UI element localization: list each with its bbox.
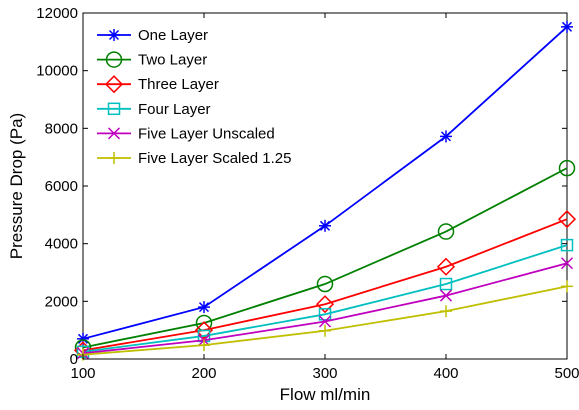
point-3-2 (318, 308, 332, 321)
point-4-2 (318, 315, 332, 328)
y-tick-label-2: 4000 (45, 236, 78, 253)
x-tick-label-2: 300 (312, 365, 337, 382)
point-0-3 (440, 130, 452, 143)
point-0-1 (198, 301, 210, 314)
point-5-2 (319, 324, 331, 337)
series-line-3 (82, 244, 568, 353)
legend-label-0: One Layer (138, 27, 208, 44)
point-4-3 (439, 289, 453, 302)
x-tick-label-0: 100 (70, 365, 95, 382)
y-tick-label-1: 2000 (45, 293, 78, 310)
point-1-3 (437, 223, 455, 240)
series-line-2 (82, 218, 568, 352)
legend-marker-2 (104, 75, 124, 94)
point-2-3 (436, 257, 456, 276)
x-tick-label-4: 500 (554, 365, 579, 382)
legend-item-4: Five Layer Unscaled (97, 125, 275, 142)
plot-area (82, 12, 568, 360)
point-0-2 (319, 219, 331, 232)
legend-item-3: Four Layer (97, 101, 211, 118)
ticks-layer: 100 200 300 400 500 0 2000 4000 6000 8000 10000 120… (36, 5, 579, 382)
point-1-4 (558, 159, 576, 177)
x-axis-label: Flow ml/min (280, 385, 371, 404)
series-line-1 (82, 167, 568, 349)
y-tick-label-5: 10000 (36, 63, 78, 80)
point-0-4 (561, 20, 573, 33)
point-5-3 (440, 305, 452, 318)
legend-marker-5 (108, 152, 120, 164)
legend-label-2: Three Layer (138, 76, 219, 93)
legend-marker-0 (108, 29, 120, 41)
y-tick-label-0: 0 (70, 351, 78, 368)
x-tick-label-3: 400 (433, 365, 458, 382)
point-2-4 (557, 210, 577, 229)
y-tick-label-3: 6000 (45, 178, 78, 195)
legend-item-0: One Layer (97, 27, 208, 44)
point-1-2 (316, 275, 334, 293)
point-3-4 (560, 238, 574, 252)
legend-label-4: Five Layer Unscaled (138, 125, 275, 142)
point-3-3 (439, 277, 453, 291)
point-2-2 (315, 295, 335, 314)
y-axis-label: Pressure Drop (Pa) (7, 113, 26, 259)
legend-label-5: Five Layer Scaled 1.25 (138, 150, 291, 167)
point-0-0 (77, 332, 89, 345)
y-tick-label-6: 12000 (36, 5, 78, 22)
legend-label-3: Four Layer (138, 101, 211, 118)
point-5-4 (561, 280, 573, 293)
point-4-4 (560, 257, 574, 270)
legend-item-1: Two Layer (97, 51, 207, 69)
legend-marker-1 (105, 51, 123, 68)
point-2-1 (194, 321, 214, 340)
x-tick-label-1: 200 (191, 365, 216, 382)
series-layer (73, 20, 577, 361)
legend-marker-4 (107, 127, 121, 140)
series-0 (77, 20, 573, 345)
legend-label-1: Two Layer (138, 52, 207, 69)
legend-marker-3 (107, 102, 121, 116)
legend-item-5: Five Layer Scaled 1.25 (97, 150, 291, 167)
legend: One Layer Two Layer Three Layer Four Layer F… (97, 27, 291, 167)
y-tick-label-4: 8000 (45, 120, 78, 137)
point-5-1 (198, 339, 210, 352)
legend-item-2: Three Layer (97, 75, 219, 94)
